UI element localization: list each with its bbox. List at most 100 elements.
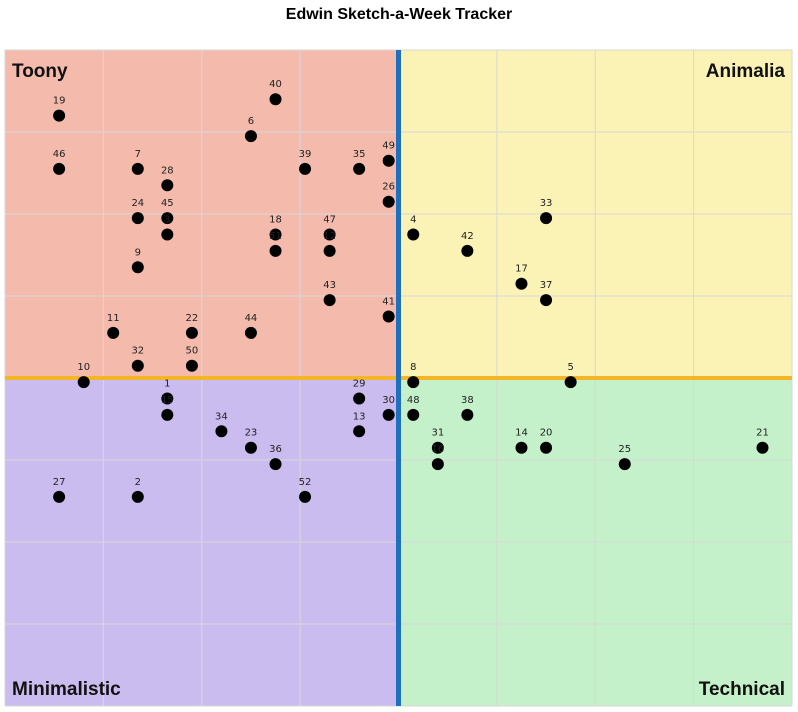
data-point-label-37: 37 [540,280,553,291]
quadrant-labels: Toony Animalia Minimalistic Technical [12,61,785,700]
data-point-label-44: 44 [245,313,258,324]
data-point-label-35: 35 [353,149,366,160]
data-point-label-33: 33 [540,198,553,209]
data-point-label-7: 7 [135,149,141,160]
data-point-label-30: 30 [382,395,395,406]
data-point-label-3: 3 [164,215,170,226]
data-point-label-13: 13 [353,411,366,422]
data-point-42 [461,244,474,257]
data-point-label-19: 19 [53,96,66,107]
data-point-24 [131,212,144,225]
data-point-label-18: 18 [269,215,282,226]
data-point-44 [244,326,257,339]
data-point-label-9: 9 [135,247,141,258]
quadrant-label-toony: Toony [12,61,68,82]
data-point-label-6: 6 [248,116,254,127]
quadrant-label-minimalistic: Minimalistic [12,679,121,700]
data-point-label-36: 36 [269,444,282,455]
data-point-label-21: 21 [756,428,769,439]
data-point-label-42: 42 [461,231,474,242]
data-point-38 [461,408,474,421]
quadrant-label-animalia: Animalia [706,61,786,82]
quadrant-label-technical: Technical [699,679,785,700]
data-point-48 [407,408,420,421]
data-point-20 [540,441,553,454]
data-point-label-24: 24 [131,198,144,209]
data-point-label-31: 31 [431,428,444,439]
data-point-31 [431,441,444,454]
data-point-label-23: 23 [245,428,258,439]
data-point-30 [382,408,395,421]
data-point-label-17: 17 [515,264,528,275]
data-point-16 [431,458,444,471]
data-point-7 [131,162,144,175]
data-point-label-22: 22 [186,313,199,324]
data-point-50 [185,359,198,372]
data-point-14 [515,441,528,454]
data-point-21 [756,441,769,454]
data-point-label-16: 16 [431,444,444,455]
data-point-28 [161,179,174,192]
data-point-6 [244,130,257,143]
data-point-label-46: 46 [53,149,66,160]
data-point-label-40: 40 [269,79,282,90]
data-point-47 [323,228,336,241]
data-point-label-28: 28 [161,165,174,176]
data-point-15 [161,408,174,421]
data-point-35 [353,162,366,175]
data-point-40 [269,93,282,106]
data-point-label-45: 45 [161,198,174,209]
data-point-33 [540,212,553,225]
data-point-27 [53,490,66,503]
data-point-36 [269,458,282,471]
data-point-label-50: 50 [186,346,199,357]
data-point-26 [382,195,395,208]
data-point-label-12: 12 [323,231,336,242]
data-point-8 [407,376,420,389]
data-point-label-34: 34 [215,411,228,422]
data-point-3 [161,228,174,241]
data-point-label-41: 41 [382,297,395,308]
data-point-2 [131,490,144,503]
data-point-22 [185,326,198,339]
data-point-29 [353,392,366,405]
data-point-label-15: 15 [161,395,174,406]
data-point-label-43: 43 [323,280,336,291]
data-point-37 [540,294,553,307]
quadrant-dividers [5,50,792,706]
data-point-label-39: 39 [299,149,312,160]
data-point-46 [53,162,66,175]
data-point-label-52: 52 [299,477,312,488]
data-point-label-48: 48 [407,395,420,406]
data-point-label-20: 20 [540,428,553,439]
data-point-13 [353,425,366,438]
data-point-5 [564,376,577,389]
data-point-23 [244,441,257,454]
data-point-label-26: 26 [382,182,395,193]
data-point-label-27: 27 [53,477,66,488]
data-point-11 [107,326,120,339]
data-point-45 [161,212,174,225]
data-point-49 [382,154,395,167]
data-point-41 [382,310,395,323]
data-point-32 [131,359,144,372]
data-point-label-2: 2 [135,477,141,488]
data-point-12 [323,244,336,257]
data-point-label-11: 11 [107,313,120,324]
data-point-label-5: 5 [567,362,573,373]
data-point-label-47: 47 [323,215,336,226]
data-point-label-8: 8 [410,362,416,373]
data-point-51 [269,244,282,257]
data-point-52 [299,490,312,503]
data-point-1 [161,392,174,405]
data-point-label-29: 29 [353,379,366,390]
data-point-label-1: 1 [164,379,170,390]
data-point-19 [53,109,66,122]
data-point-label-32: 32 [131,346,144,357]
data-point-34 [215,425,228,438]
data-point-label-10: 10 [77,362,90,373]
data-point-17 [515,277,528,290]
data-point-9 [131,261,144,274]
